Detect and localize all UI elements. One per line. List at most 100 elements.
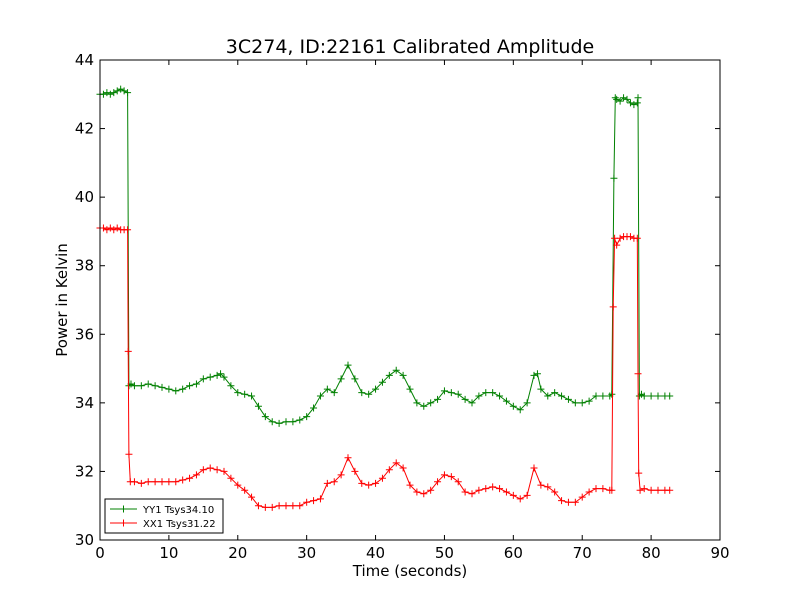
data-point: [523, 491, 531, 499]
data-point: [268, 503, 276, 511]
data-point: [420, 402, 428, 410]
x-tick-label: 0: [95, 544, 105, 562]
y-tick-label: 42: [75, 120, 94, 138]
data-point: [351, 375, 359, 383]
data-point: [385, 371, 393, 379]
x-axis-label: Time (seconds): [352, 562, 468, 580]
data-point: [440, 387, 448, 395]
data-point: [192, 380, 200, 388]
plot-frame: [99, 59, 721, 541]
data-point: [254, 402, 262, 410]
data-point: [610, 174, 618, 182]
data-point: [399, 371, 407, 379]
data-point: [385, 466, 393, 474]
data-point: [434, 395, 442, 403]
data-point: [275, 502, 283, 510]
x-tick-label: 60: [504, 544, 523, 562]
data-point: [620, 94, 628, 102]
data-point: [636, 486, 644, 494]
y-tick-label: 32: [75, 462, 94, 480]
data-point: [217, 370, 225, 378]
y-tick-label: 34: [75, 394, 94, 412]
data-point: [137, 479, 145, 487]
data-point: [571, 399, 579, 407]
data-point: [113, 87, 121, 95]
y-tick-label: 44: [75, 51, 94, 69]
x-tick-label: 30: [297, 544, 316, 562]
data-point: [427, 399, 435, 407]
data-point: [626, 99, 634, 107]
data-point: [213, 466, 221, 474]
data-point: [537, 481, 545, 489]
data-point: [406, 481, 414, 489]
data-point: [144, 478, 152, 486]
data-point: [282, 502, 290, 510]
data-point: [420, 490, 428, 498]
data-point: [227, 382, 235, 390]
data-point: [635, 469, 643, 477]
data-point: [640, 392, 648, 400]
data-point: [468, 490, 476, 498]
data-point: [303, 413, 311, 421]
data-point: [496, 392, 504, 400]
data-point: [282, 418, 290, 426]
series-2: [96, 224, 674, 511]
data-point: [158, 478, 166, 486]
data-point: [634, 370, 642, 378]
data-point: [599, 485, 607, 493]
data-point: [666, 486, 674, 494]
data-point: [551, 488, 559, 496]
legend-marker: [120, 519, 127, 527]
data-point: [172, 387, 180, 395]
data-point: [199, 466, 207, 474]
data-point: [482, 485, 490, 493]
data-point: [248, 493, 256, 501]
data-point: [482, 389, 490, 397]
data-point: [124, 226, 132, 234]
data-point: [468, 399, 476, 407]
data-point: [427, 486, 435, 494]
plot-area: [96, 85, 674, 511]
data-point: [296, 416, 304, 424]
data-point: [330, 389, 338, 397]
data-point: [158, 383, 166, 391]
data-point: [461, 488, 469, 496]
data-point: [509, 491, 517, 499]
data-point: [537, 385, 545, 393]
data-point: [530, 371, 538, 379]
data-point: [165, 385, 173, 393]
data-point: [220, 467, 228, 475]
data-point: [234, 389, 242, 397]
data-point: [454, 478, 462, 486]
data-point: [213, 371, 221, 379]
x-tick-label: 10: [159, 544, 178, 562]
data-point: [475, 392, 483, 400]
data-point: [654, 486, 662, 494]
data-point: [151, 478, 159, 486]
data-point: [323, 385, 331, 393]
data-point: [99, 224, 107, 232]
data-point: [124, 89, 132, 97]
data-point: [125, 450, 133, 458]
data-point: [179, 385, 187, 393]
y-axis-label: Power in Kelvin: [53, 243, 71, 357]
data-point: [337, 375, 345, 383]
data-point: [192, 471, 200, 479]
data-point: [130, 382, 138, 390]
data-point: [303, 498, 311, 506]
data-point: [99, 90, 107, 98]
data-point: [489, 389, 497, 397]
data-point: [496, 485, 504, 493]
data-point: [241, 390, 249, 398]
data-point: [666, 392, 674, 400]
data-point: [365, 481, 373, 489]
data-point: [611, 94, 619, 102]
data-point: [124, 347, 132, 355]
data-point: [310, 404, 318, 412]
data-point: [275, 419, 283, 427]
data-point: [626, 233, 634, 241]
data-point: [592, 485, 600, 493]
data-point: [372, 385, 380, 393]
